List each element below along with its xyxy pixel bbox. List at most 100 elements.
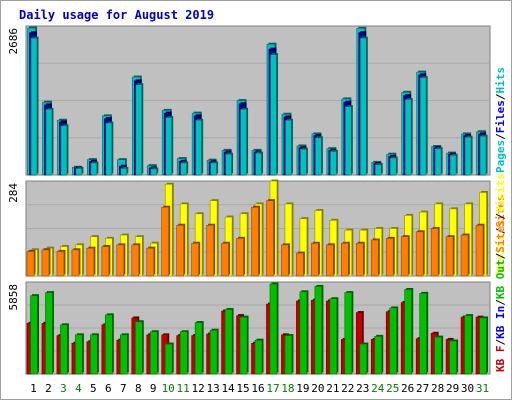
bars <box>27 26 488 176</box>
bar-sites <box>101 246 110 277</box>
bar-sites <box>311 242 319 277</box>
bar-kb-out <box>389 307 398 375</box>
bar-pages <box>479 135 487 176</box>
x-tick-label: 9 <box>150 382 157 395</box>
bar-sites <box>131 244 140 277</box>
bar-sites <box>71 249 80 277</box>
bar-kb-out <box>90 334 98 375</box>
bar-pages <box>419 77 427 176</box>
x-tick-label: 8 <box>135 382 142 395</box>
bar-sites <box>116 244 125 277</box>
x-tick-label: 18 <box>281 382 294 395</box>
bar-kb-out <box>374 336 383 375</box>
legend-item: / <box>494 339 507 346</box>
x-tick-label: 14 <box>221 382 235 395</box>
bar-sites <box>206 224 214 277</box>
legend: Pages/Files/Hits <box>494 67 507 173</box>
y-max-label: 5858 <box>7 284 20 311</box>
legend-item: / <box>494 213 507 220</box>
x-tick-label: 15 <box>236 382 249 395</box>
bar-kb-out <box>179 331 188 375</box>
x-tick-label: 20 <box>311 382 324 395</box>
bar-pages <box>75 168 83 176</box>
bar-sites <box>341 242 349 277</box>
bar-kb-out <box>75 334 83 375</box>
bar-kb-out <box>149 331 158 375</box>
bar-sites <box>191 242 199 277</box>
bar-kb-out <box>299 291 308 375</box>
x-tick-label: 27 <box>416 382 429 395</box>
bar-pages <box>449 154 457 176</box>
bar-pages <box>105 122 113 176</box>
legend-item: KB In <box>494 306 507 339</box>
bar-pages <box>225 153 232 176</box>
x-tick-label: 29 <box>446 382 459 395</box>
bar-pages <box>404 99 412 176</box>
legend-item: Pages <box>494 140 507 173</box>
bar-kb-out <box>269 283 278 375</box>
bar-sites <box>370 239 379 277</box>
legend-item: KB Out <box>494 259 507 299</box>
bar-pages <box>345 106 352 176</box>
bar-sites <box>266 200 274 277</box>
bar-kb-out <box>105 314 113 375</box>
legend-item: / <box>494 133 507 140</box>
bar-kb-out <box>434 336 442 375</box>
bar-sites <box>430 228 439 277</box>
x-tick-label: 28 <box>431 382 444 395</box>
bar-sites <box>56 251 65 277</box>
bar-kb-out <box>449 340 457 375</box>
bar-kb-out <box>254 339 263 375</box>
bar-sites <box>146 247 155 277</box>
x-tick-label: 30 <box>461 382 474 395</box>
bar-sites <box>385 238 394 277</box>
bar-kb-out <box>314 286 323 375</box>
bar-kb-out <box>224 309 233 375</box>
legend-item: Hits <box>494 67 507 94</box>
bar-kb-out <box>134 321 143 375</box>
bar-pages <box>464 136 472 176</box>
x-tick-label: 5 <box>90 382 97 395</box>
bar-kb-out <box>120 334 128 375</box>
bar-kb-out <box>194 322 203 375</box>
legend-item: Sites <box>494 220 507 253</box>
bar-pages <box>180 162 187 176</box>
bar-sites <box>460 234 469 277</box>
bar-kb-out <box>60 324 68 375</box>
x-tick-label: 16 <box>251 382 264 395</box>
bar-pages <box>255 152 262 176</box>
bar-pages <box>195 119 202 176</box>
y-max-label: 284 <box>7 183 20 203</box>
bar-sites <box>296 252 304 277</box>
bar-kb-out <box>239 316 248 375</box>
x-tick-label: 31 <box>476 382 489 395</box>
bar-pages <box>45 109 53 176</box>
x-tick-label: 7 <box>120 382 127 395</box>
legend-item: Sites <box>494 195 507 228</box>
bar-pages <box>210 162 217 176</box>
chart-title: Daily usage for August 2019 <box>19 8 214 22</box>
bar-sites <box>415 231 424 277</box>
bar-pages <box>60 125 68 176</box>
bar-sites <box>221 242 229 277</box>
bars <box>26 179 489 277</box>
bar-kb-out <box>479 317 487 375</box>
bars <box>26 282 489 375</box>
bar-sites <box>86 247 95 277</box>
bar-sites <box>176 224 184 277</box>
bar-pages <box>315 137 322 176</box>
legend: KB F/KB In/KB Out/Sites/Visits <box>494 173 507 372</box>
x-tick-label: 24 <box>371 382 385 395</box>
legend-item: / <box>494 93 507 100</box>
x-tick-label: 23 <box>356 382 369 395</box>
chart-panels: 2686Pages/Files/Hits284Visits/Sites5858K… <box>7 25 507 375</box>
bar-pages <box>270 54 277 176</box>
bar-kb-out <box>209 329 218 375</box>
x-axis-ticks: 1 2 3 4 5 6 7 8 9 10 11 12 13 14 15 16 17 18 19 20 21 22 23 24 2… <box>30 382 489 395</box>
x-tick-label: 2 <box>45 382 52 395</box>
bar-sites <box>41 249 50 277</box>
legend-item: Visits <box>494 234 507 274</box>
